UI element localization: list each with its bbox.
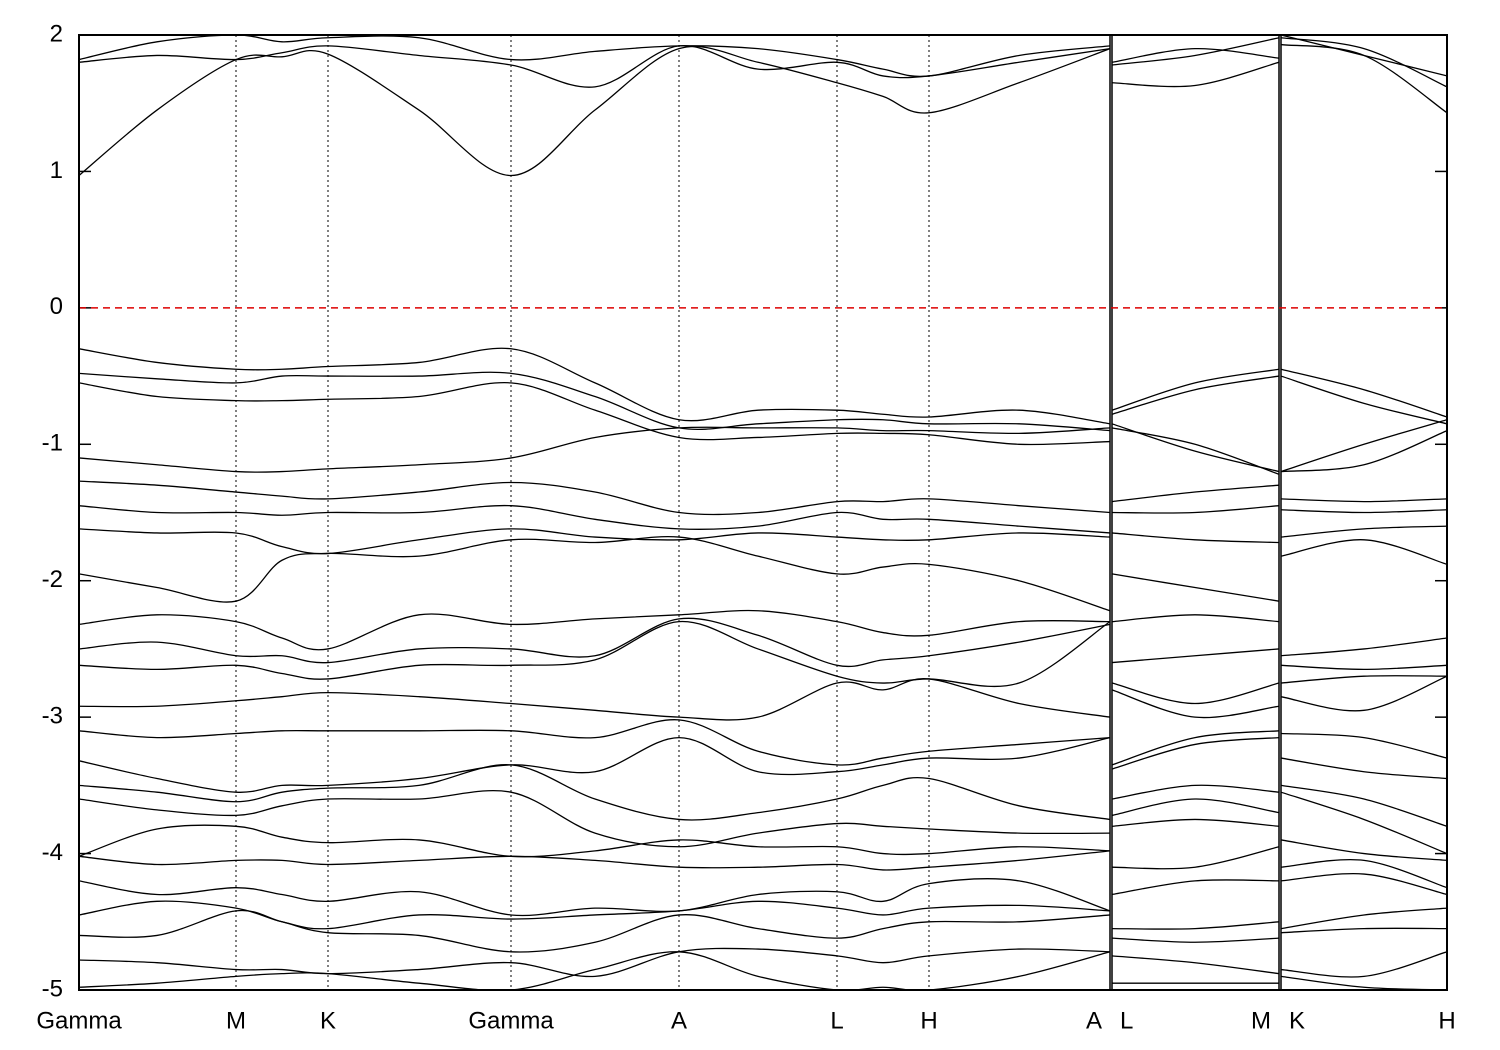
band-line: [79, 480, 1111, 516]
band-line: [1111, 689, 1280, 719]
band-line: [1280, 375, 1447, 425]
band-line: [1280, 43, 1447, 114]
band-line: [79, 878, 1111, 917]
y-tick-label: 1: [50, 157, 63, 184]
band-line: [1280, 927, 1447, 934]
plot-frame: [78, 34, 1448, 991]
band-line: [1111, 484, 1280, 503]
band-line: [79, 909, 1111, 953]
x-tick-label: M: [1251, 1007, 1271, 1034]
band-line: [1111, 730, 1280, 766]
band-line: [1111, 784, 1280, 800]
band-line: [1280, 525, 1447, 538]
band-line: [1280, 757, 1447, 780]
band-line: [1111, 368, 1280, 411]
band-line: [1111, 798, 1280, 817]
band-line: [1280, 35, 1447, 77]
band-line: [79, 947, 1111, 978]
band-line: [79, 371, 1111, 432]
band-line: [1111, 736, 1280, 770]
band-line: [79, 736, 1111, 793]
band-line: [1111, 682, 1280, 705]
band-line: [1111, 37, 1280, 66]
x-tick-label: M: [226, 1007, 246, 1034]
x-tick-label: H: [920, 1007, 937, 1034]
x-tick-label: L: [1120, 1007, 1133, 1034]
band-line: [1280, 637, 1447, 657]
y-tick-label: -5: [42, 975, 63, 1002]
band-line: [1280, 539, 1447, 565]
band-line: [79, 617, 1111, 668]
band-line: [1280, 839, 1447, 862]
y-tick-label: -1: [42, 430, 63, 457]
band-line: [1111, 818, 1280, 827]
band-line: [1111, 921, 1280, 930]
band-line: [79, 609, 1111, 651]
band-line: [79, 426, 1111, 473]
x-tick-label: Gamma: [36, 1007, 122, 1034]
band-line: [79, 35, 1111, 78]
x-tick-label: H: [1438, 1007, 1455, 1034]
band-line: [1111, 846, 1280, 870]
x-tick-label: K: [320, 1007, 336, 1034]
band-line: [1280, 368, 1447, 418]
band-line: [1280, 675, 1447, 712]
band-line: [1111, 427, 1280, 475]
x-tick-label: A: [671, 1007, 687, 1034]
band-line: [79, 789, 1111, 848]
band-line: [79, 381, 1111, 446]
band-line: [1280, 430, 1447, 473]
band-line: [1280, 784, 1447, 827]
band-line: [79, 900, 1111, 930]
band-line: [1111, 573, 1280, 602]
x-tick-label: K: [1289, 1007, 1305, 1034]
band-line: [79, 719, 1111, 766]
y-tick-label: -3: [42, 702, 63, 729]
x-tick-label: L: [830, 1007, 843, 1034]
band-line: [1280, 732, 1447, 759]
band-line: [79, 504, 1111, 534]
band-line: [79, 45, 1111, 177]
x-tick-label: A: [1086, 1007, 1102, 1034]
y-tick-label: -4: [42, 839, 63, 866]
band-line: [1280, 872, 1447, 896]
band-line: [1280, 907, 1447, 930]
band-line: [79, 824, 1111, 858]
band-line: [1111, 47, 1280, 63]
band-layer: [79, 35, 1447, 990]
y-tick-label: 2: [50, 20, 63, 47]
band-line: [1111, 955, 1280, 975]
band-line: [1111, 614, 1280, 623]
band-line: [79, 678, 1111, 721]
band-line: [1280, 419, 1447, 473]
band-line: [1111, 61, 1280, 88]
y-tick-label: 0: [50, 293, 63, 320]
band-line: [1280, 859, 1447, 889]
band-line: [1111, 505, 1280, 514]
band-line: [79, 764, 1111, 821]
band-line: [79, 347, 1111, 425]
band-line: [1280, 664, 1447, 671]
band-line: [1280, 675, 1447, 684]
band-line: [1280, 791, 1447, 855]
band-line: [1111, 375, 1280, 415]
band-line: [1111, 937, 1280, 943]
band-line: [79, 528, 1111, 555]
band-line: [1111, 648, 1280, 664]
band-line: [1280, 37, 1447, 88]
band-line: [1111, 879, 1280, 896]
band-line: [1280, 498, 1447, 503]
band-line: [1280, 951, 1447, 978]
band-line: [1111, 532, 1280, 544]
band-line: [79, 850, 1111, 871]
x-tick-label: Gamma: [468, 1007, 554, 1034]
band-line: [1280, 975, 1447, 990]
band-line: [79, 535, 1111, 612]
band-line: [79, 951, 1111, 990]
y-tick-label: -2: [42, 566, 63, 593]
band-line: [1280, 509, 1447, 514]
